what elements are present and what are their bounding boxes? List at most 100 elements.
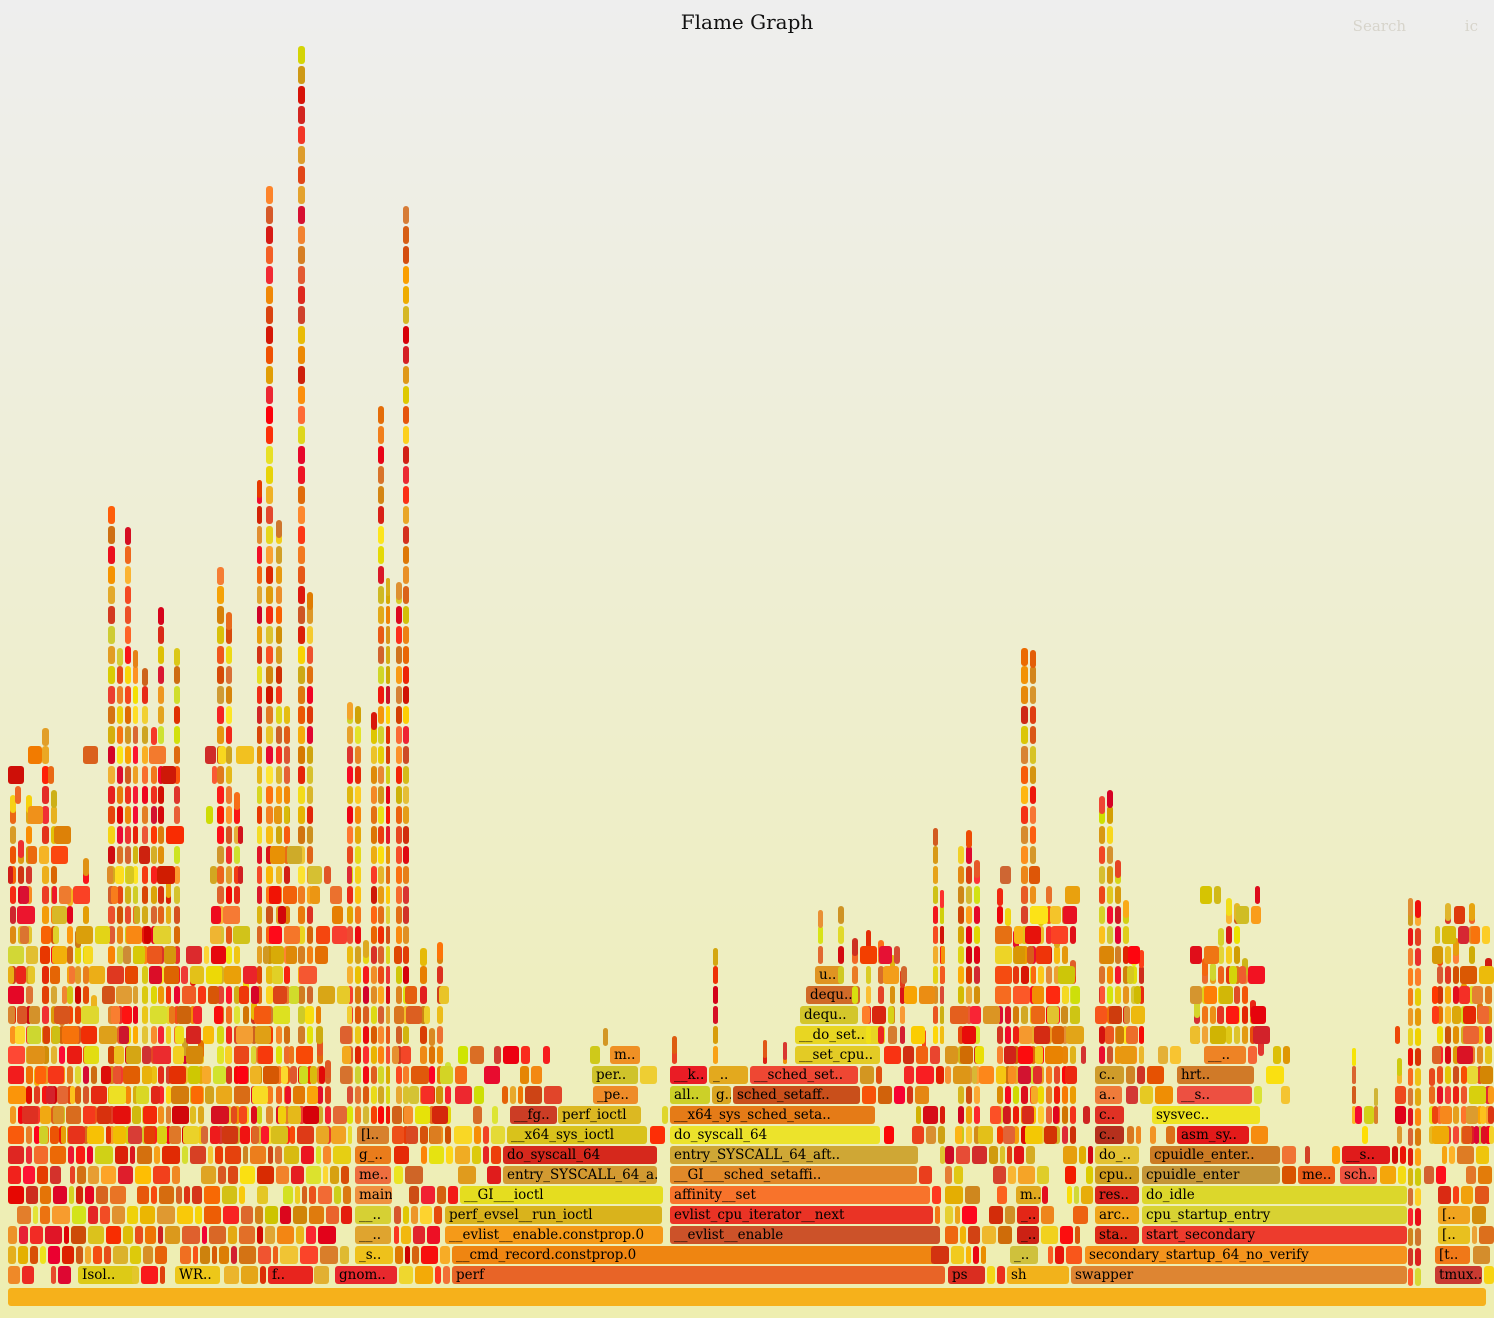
flame-frame[interactable]: _s.. <box>355 1246 393 1264</box>
flame-block[interactable] <box>962 1026 976 1044</box>
flame-block[interactable] <box>1030 906 1048 924</box>
flame-block[interactable] <box>166 1126 171 1144</box>
flame-block[interactable] <box>266 706 273 724</box>
flame-block[interactable] <box>142 726 148 744</box>
flame-block[interactable] <box>147 946 162 964</box>
flame-frame[interactable]: _pe.. <box>593 1086 638 1104</box>
flame-block[interactable] <box>276 566 282 584</box>
flame-block[interactable] <box>1136 1126 1141 1144</box>
flame-block[interactable] <box>347 786 353 804</box>
flame-block[interactable] <box>1429 1086 1435 1104</box>
flame-block[interactable] <box>257 646 262 664</box>
flame-block[interactable] <box>298 766 305 784</box>
flame-block[interactable] <box>40 1106 51 1124</box>
flame-block[interactable] <box>386 986 390 1004</box>
flame-block[interactable] <box>298 206 305 224</box>
flame-frame[interactable]: dequ.. <box>806 986 860 1004</box>
flame-block[interactable] <box>226 612 232 630</box>
flame-block[interactable] <box>143 1046 151 1064</box>
flame-block[interactable] <box>128 1126 142 1144</box>
flame-block[interactable] <box>50 966 60 984</box>
flame-block[interactable] <box>1115 926 1121 944</box>
flame-block[interactable] <box>88 1206 98 1224</box>
flame-block[interactable] <box>974 1066 980 1084</box>
flame-block[interactable] <box>1283 1046 1290 1064</box>
flame-block[interactable] <box>48 1066 64 1084</box>
flame-block[interactable] <box>1013 1086 1019 1104</box>
flame-block[interactable] <box>378 746 384 764</box>
flame-block[interactable] <box>276 1166 289 1184</box>
flame-block[interactable] <box>403 446 409 464</box>
flame-block[interactable] <box>1457 1146 1474 1164</box>
flame-block[interactable] <box>1038 1086 1044 1104</box>
flame-block[interactable] <box>1415 1168 1421 1186</box>
flame-block[interactable] <box>1415 1248 1421 1266</box>
flame-block[interactable] <box>1445 1006 1451 1024</box>
flame-block[interactable] <box>966 926 972 944</box>
flame-block[interactable] <box>1452 1006 1461 1024</box>
flame-frame[interactable]: [l.. <box>357 1126 389 1144</box>
flame-block[interactable] <box>317 1038 323 1056</box>
flame-block[interactable] <box>371 886 377 904</box>
flame-block[interactable] <box>1099 926 1105 944</box>
flame-block[interactable] <box>263 1066 279 1084</box>
flame-block[interactable] <box>217 766 224 784</box>
flame-block[interactable] <box>316 926 330 944</box>
flame-block[interactable] <box>30 1246 38 1264</box>
flame-block[interactable] <box>1397 1058 1402 1076</box>
flame-block[interactable] <box>1021 1126 1028 1144</box>
flame-block[interactable] <box>1123 966 1129 984</box>
flame-block[interactable] <box>217 986 224 1004</box>
flame-block[interactable] <box>672 1036 677 1054</box>
flame-block[interactable] <box>900 1006 905 1024</box>
flame-block[interactable] <box>1445 1066 1451 1084</box>
flame-block[interactable] <box>1014 1146 1024 1164</box>
flame-block[interactable] <box>266 566 273 584</box>
flame-block[interactable] <box>1489 1126 1494 1144</box>
flame-block[interactable] <box>142 1066 152 1084</box>
flame-block[interactable] <box>257 746 262 764</box>
flame-block[interactable] <box>1190 1026 1200 1044</box>
flame-block[interactable] <box>1013 966 1019 984</box>
flame-block[interactable] <box>99 1026 117 1044</box>
flame-block[interactable] <box>108 766 115 784</box>
flame-block[interactable] <box>307 666 313 684</box>
flame-block[interactable] <box>1445 986 1451 1004</box>
flame-block[interactable] <box>10 906 16 924</box>
flame-block[interactable] <box>69 966 75 984</box>
flame-block[interactable] <box>332 926 347 944</box>
flame-block[interactable] <box>280 1206 291 1224</box>
flame-block[interactable] <box>900 1026 905 1044</box>
flame-block[interactable] <box>226 986 232 1004</box>
flame-block[interactable] <box>993 1166 1006 1184</box>
flame-block[interactable] <box>177 1006 191 1024</box>
flame-block[interactable] <box>117 946 123 964</box>
flame-block[interactable] <box>149 966 162 984</box>
flame-block[interactable] <box>42 1046 49 1064</box>
flame-block[interactable] <box>17 1206 31 1224</box>
flame-block[interactable] <box>252 1126 259 1144</box>
flame-block[interactable] <box>26 926 32 944</box>
flame-block[interactable] <box>151 846 157 864</box>
flame-block[interactable] <box>234 986 240 1004</box>
flame-block[interactable] <box>40 1186 51 1204</box>
flame-block[interactable] <box>87 1146 93 1164</box>
flame-block[interactable] <box>58 1266 71 1284</box>
flame-block[interactable] <box>1408 1108 1413 1126</box>
flame-block[interactable] <box>137 1186 149 1204</box>
flame-block[interactable] <box>923 1106 938 1124</box>
flame-block[interactable] <box>26 1066 33 1084</box>
flame-block[interactable] <box>1062 1106 1068 1124</box>
flame-block[interactable] <box>1099 796 1105 814</box>
flame-block[interactable] <box>1202 1006 1208 1024</box>
flame-block[interactable] <box>42 866 49 884</box>
flame-block[interactable] <box>83 1086 89 1104</box>
flame-block[interactable] <box>401 1226 411 1244</box>
flame-block[interactable] <box>960 1226 966 1244</box>
flame-block[interactable] <box>386 746 390 764</box>
flame-block[interactable] <box>713 966 718 984</box>
flame-block[interactable] <box>378 486 384 504</box>
flame-frame[interactable]: entry_SYSCALL_64_aft.. <box>670 1146 918 1164</box>
flame-block[interactable] <box>298 326 305 344</box>
